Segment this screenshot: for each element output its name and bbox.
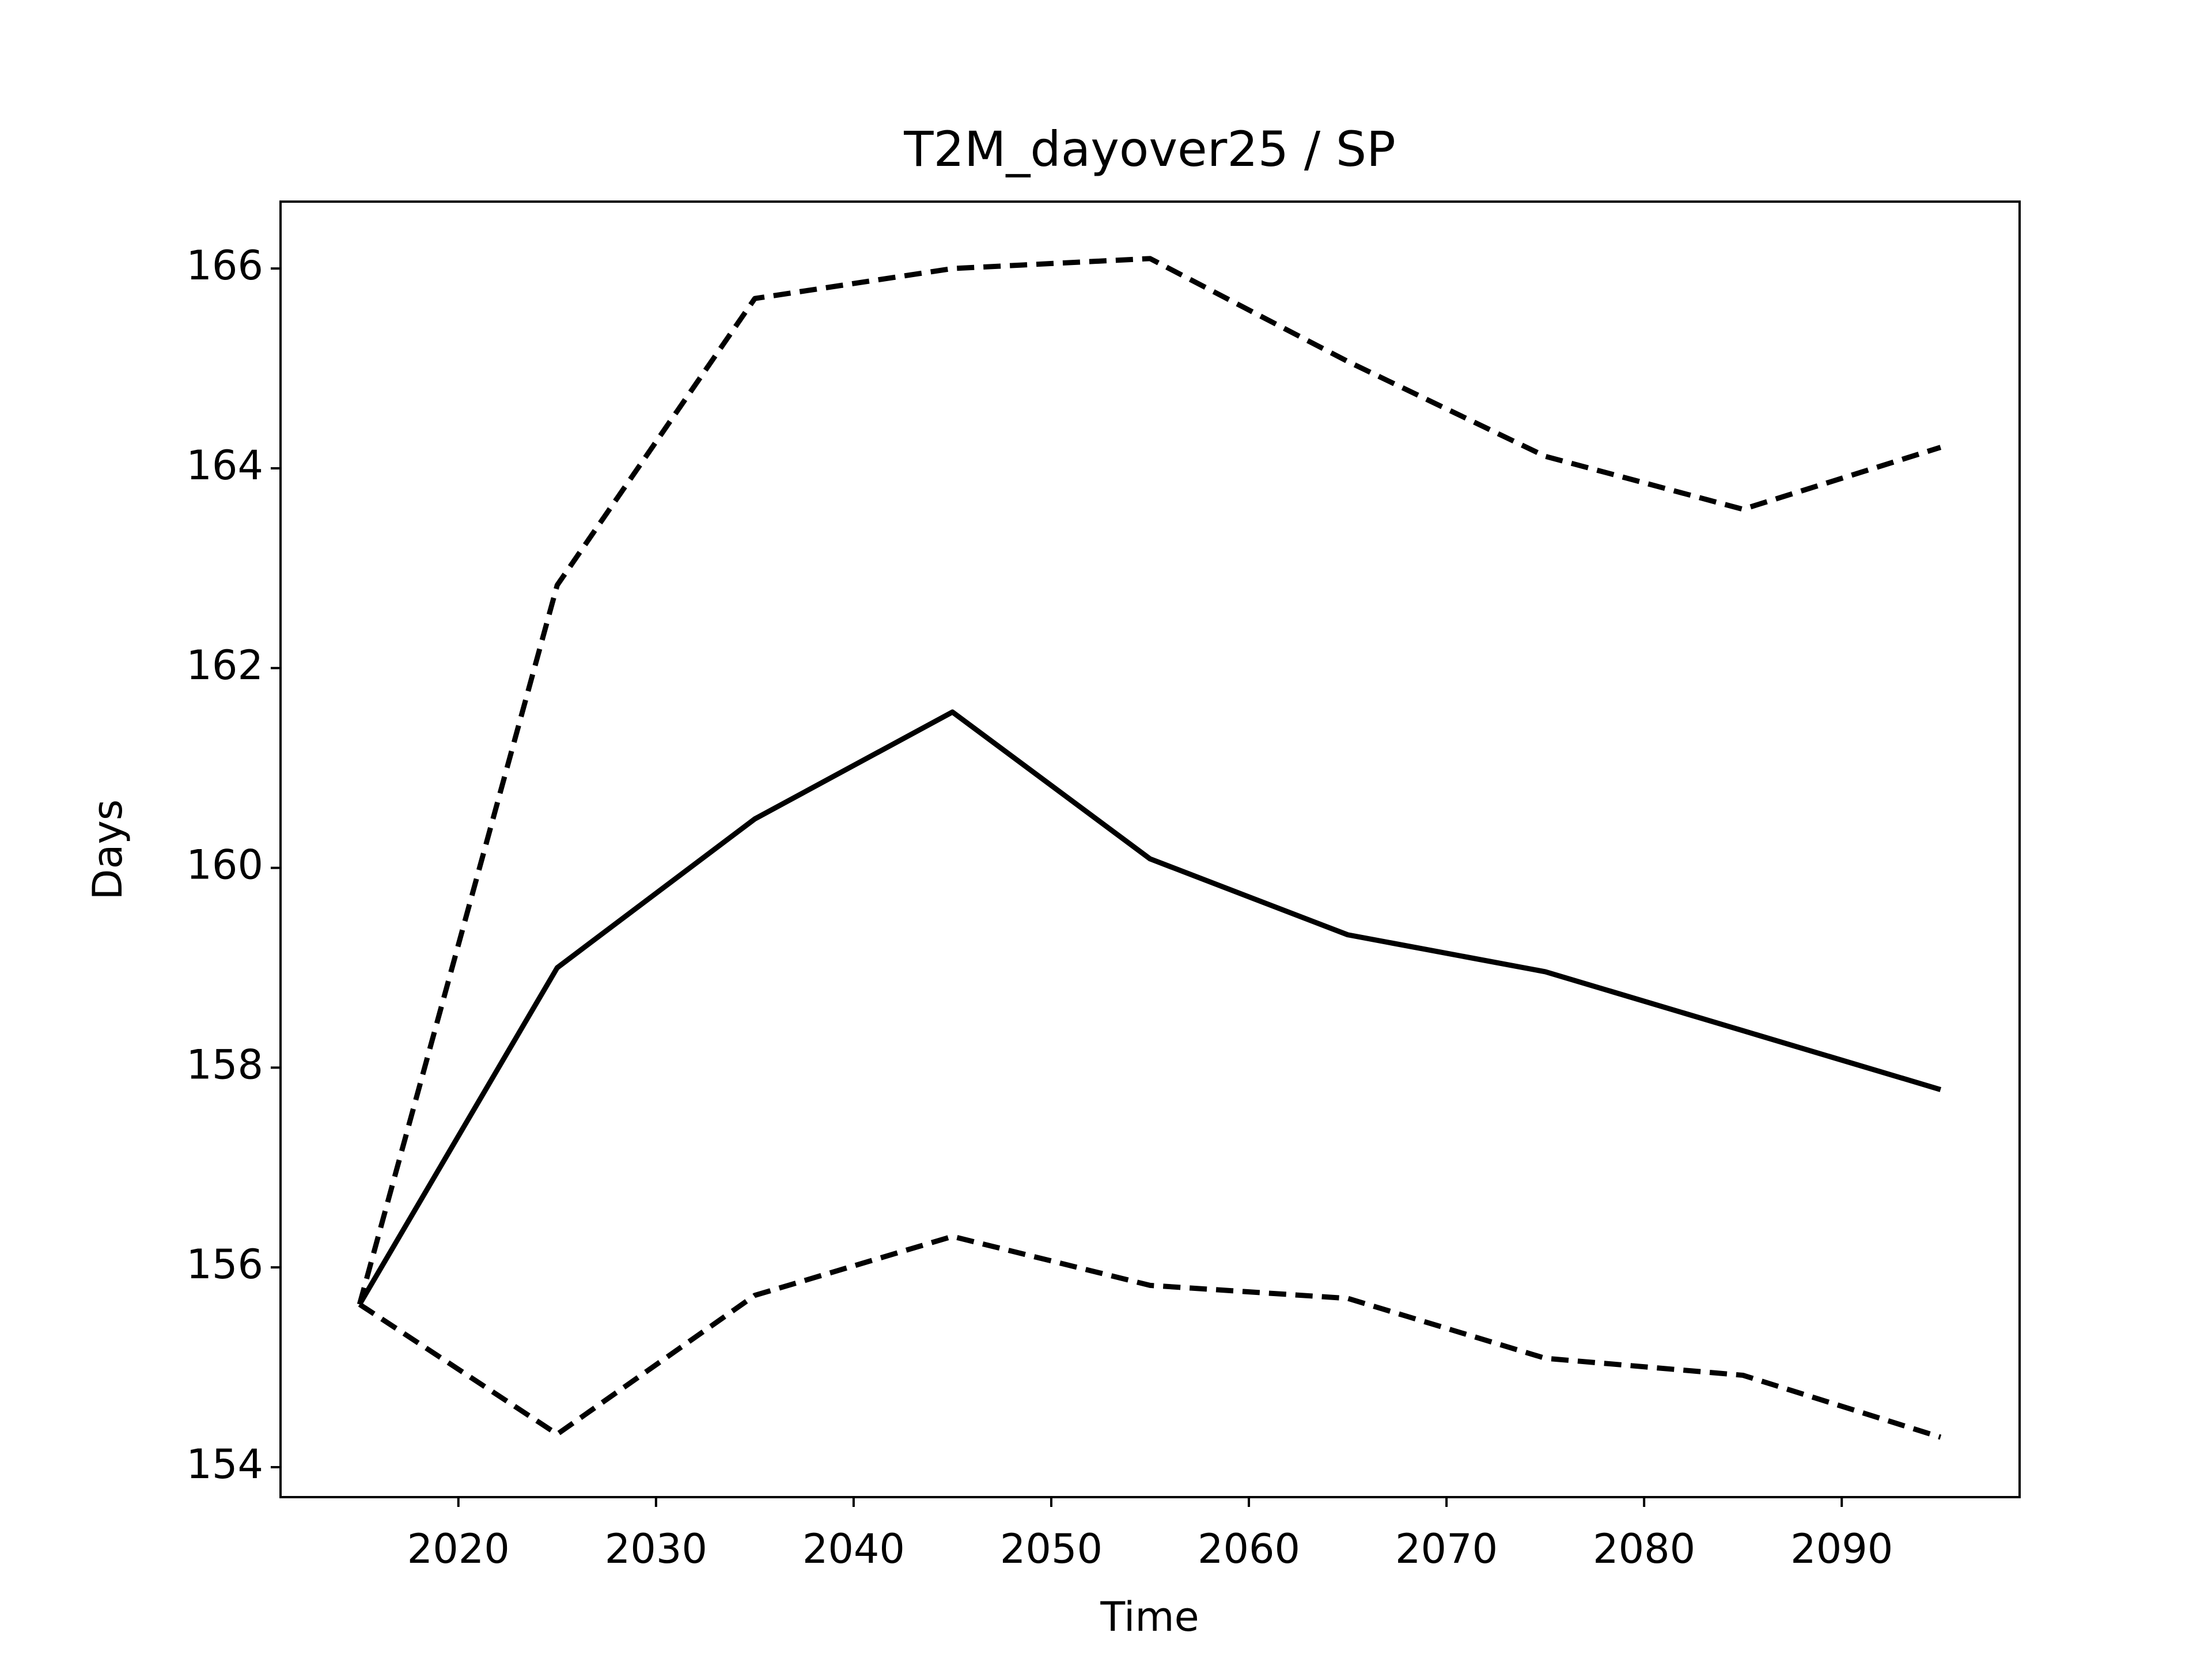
data-line — [357, 256, 1942, 1305]
x-tick-label: 2090 — [1790, 1525, 1893, 1573]
y-tick-label: 160 — [186, 842, 263, 889]
x-tick-label: 2030 — [605, 1525, 707, 1573]
y-tick-label: 158 — [186, 1041, 263, 1088]
x-tick-label: 2040 — [802, 1525, 905, 1573]
plot-frame — [279, 200, 2021, 1498]
chart-title: T2M_dayover25 / SP — [903, 121, 1396, 177]
x-tick-label: 2070 — [1395, 1525, 1498, 1573]
y-tick-label: 164 — [186, 442, 263, 489]
x-axis-label: Time — [1100, 1593, 1199, 1641]
data-line — [358, 1233, 1942, 1440]
y-tick-label: 166 — [186, 242, 263, 289]
x-tick-label: 2050 — [1000, 1525, 1103, 1573]
x-tick-label: 2060 — [1198, 1525, 1300, 1573]
y-tick-label: 154 — [186, 1441, 263, 1488]
data-line — [357, 709, 1942, 1306]
x-tick-label: 2020 — [407, 1525, 510, 1573]
y-axis-label: Days — [84, 800, 131, 900]
y-tick-label: 162 — [186, 642, 263, 689]
y-tick-label: 156 — [186, 1241, 263, 1288]
x-tick-label: 2080 — [1593, 1525, 1695, 1573]
